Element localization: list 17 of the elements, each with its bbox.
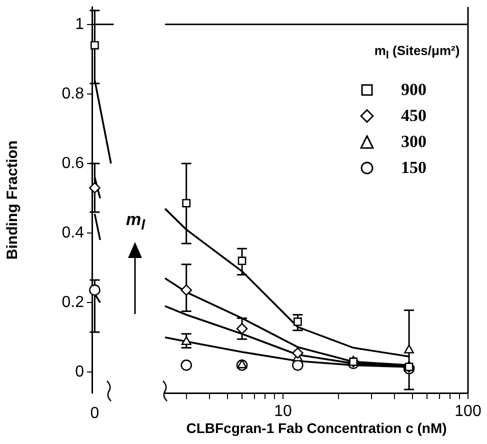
x-tick-label: 100: [454, 403, 482, 420]
legend-label: 150: [401, 158, 426, 178]
y-tick-label: 0.6: [62, 154, 84, 172]
legend-title: m$_{l}$ (Sites/μm²): [373, 42, 461, 64]
x-tick-label: 0: [90, 405, 100, 422]
y-tick-label: 1: [75, 16, 84, 33]
y-tick-label: 0.2: [62, 294, 84, 311]
legend-label: 450: [401, 106, 426, 126]
y-axis-title: Binding Fraction: [4, 140, 22, 260]
legend-label: 900: [401, 80, 426, 100]
y-tick-label: 0.4: [62, 224, 84, 242]
legend-label: 300: [401, 132, 426, 152]
x-axis-title: CLBFcgran-1 Fab Concentration c (nM): [186, 420, 447, 436]
y-tick-label: 0: [75, 364, 84, 381]
x-tick-label: 10: [274, 403, 292, 420]
y-tick-label: 0.8: [62, 85, 84, 102]
text: m$_{l}$: [126, 210, 146, 234]
